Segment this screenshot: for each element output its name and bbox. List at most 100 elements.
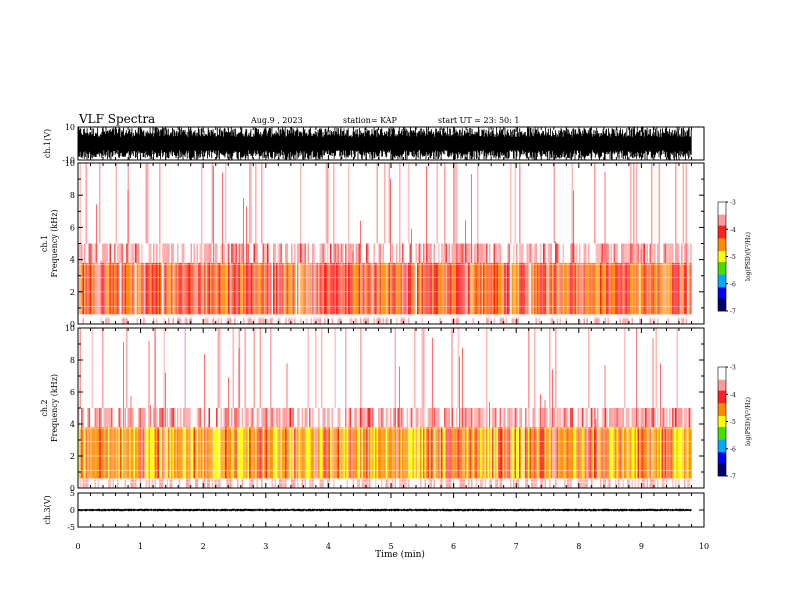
ch1-spectrogram-cell	[204, 317, 206, 324]
ch1-spectrogram-ylabel: ch.1	[40, 235, 49, 252]
ch2-spectrogram-cell	[661, 328, 664, 408]
ch1-spectrogram-cell	[333, 163, 335, 244]
ch1-spectrogram-cell	[244, 163, 247, 244]
ch2-spectrogram-cell	[100, 328, 103, 408]
ch2-spectrogram-cell	[598, 478, 601, 488]
ch2-spectrogram-cell	[555, 328, 557, 408]
ch1-spectrogram-cell	[102, 262, 104, 315]
ch2-spectrogram-cell	[325, 408, 328, 428]
ch1-spectrogram-cell	[378, 262, 380, 315]
ch2-spectrogram-cell	[420, 408, 422, 428]
ch2-spectrogram-cell	[160, 408, 163, 428]
ch2-spectrogram-sferic	[462, 347, 463, 428]
ch1-spectrogram-cell	[543, 317, 545, 324]
ch2-spectrogram-cell	[303, 478, 305, 488]
ch1-spectrogram-cell	[111, 317, 113, 324]
ch2-spectrogram-cell	[474, 427, 476, 479]
ch1-spectrogram-cell	[234, 262, 236, 315]
ch2-spectrogram-cell	[505, 478, 508, 488]
ch1-spectrogram-cell	[594, 262, 596, 315]
ch1-spectrogram-cell	[186, 262, 188, 315]
ch2-spectrogram-cell	[327, 427, 329, 479]
ch2-spectrogram-cell	[213, 328, 215, 408]
ch2-spectrogram-cell	[286, 478, 289, 488]
ch2-spectrogram-cell	[616, 328, 619, 408]
ch1-spectrogram-cell	[324, 317, 326, 324]
ch1-spectrogram-cell	[535, 163, 538, 244]
ch2-spectrogram-cell	[499, 328, 502, 408]
ch1-spectrogram-cell	[256, 243, 259, 263]
ch2-spectrogram-cell	[591, 478, 593, 488]
ch1-spectrogram-cell	[108, 317, 110, 324]
ch1-spectrogram-cell	[342, 163, 344, 244]
ch2-spectrogram-cell	[304, 328, 307, 408]
ch2-spectrogram-cell	[216, 328, 218, 408]
ch2-spectrogram-cell	[454, 427, 457, 479]
ch1-spectrogram-cell	[463, 317, 466, 324]
ch1-spectrogram-cell	[687, 317, 689, 324]
ch2-spectrogram-cell	[96, 427, 98, 479]
ch2-spectrogram-cell	[681, 408, 683, 428]
ch2-spectrogram-cell	[232, 328, 235, 408]
ch2-spectrogram-cell	[550, 328, 553, 408]
ch1-spectrogram-cell	[564, 163, 566, 244]
ch2-spectrogram-cell	[352, 427, 355, 479]
ch1-spectrogram-cell	[619, 262, 622, 315]
ch2-spectrogram-cell	[159, 328, 161, 408]
ch2-spectrogram-cell	[418, 328, 421, 408]
ch1-spectrogram-cell	[655, 262, 658, 315]
ch2-spectrogram-cell	[339, 408, 341, 428]
ch1-spectrogram-cell	[97, 243, 100, 263]
ch2-spectrogram-cell	[538, 408, 541, 428]
ch1-spectrogram-cell	[682, 317, 685, 324]
ch1-spectrogram-cell	[87, 317, 89, 324]
colorbar-cell	[718, 225, 726, 228]
ch1-spectrogram-cell	[451, 317, 454, 324]
ch2-spectrogram-cell	[187, 478, 190, 488]
ch1-spectrogram-cell	[423, 262, 425, 315]
ch2-spectrogram-cell	[178, 328, 181, 408]
ch1-spectrogram-cell	[264, 317, 266, 324]
ch2-spectrogram-cell	[100, 408, 103, 428]
ch2-spectrogram-cell	[142, 427, 145, 479]
ch1-spectrogram-cell	[498, 262, 500, 315]
ch1-spectrogram-cell	[514, 262, 517, 315]
ch2-spectrogram-cell	[183, 328, 185, 408]
ch1-spectrogram-cell	[292, 163, 295, 244]
ch2-spectrogram-cell	[367, 328, 370, 408]
ch2-spectrogram-cell	[399, 478, 401, 488]
ch2-spectrogram-cell	[357, 478, 359, 488]
ch1-spectrogram-sferic	[555, 240, 556, 263]
ch2-spectrogram-cell	[571, 427, 574, 479]
ch2-spectrogram-cell	[445, 328, 448, 408]
ch2-spectrogram-cell	[271, 328, 274, 408]
ch2-spectrogram-cell	[475, 427, 478, 479]
ch1-spectrogram-cell	[181, 243, 184, 263]
ch2-spectrogram-cell	[427, 478, 430, 488]
colorbar-cell	[718, 240, 726, 243]
ch1-spectrogram-cell	[520, 243, 523, 263]
ch2-spectrogram-cell	[175, 408, 178, 428]
ch1-spectrogram-cell	[547, 243, 550, 263]
ch1-spectrogram-cell	[576, 163, 578, 244]
ch2-spectrogram-cell	[103, 408, 106, 428]
ch2-spectrogram-cell	[103, 427, 106, 479]
ch1-spectrogram-cell	[348, 317, 350, 324]
ch1-spectrogram-cell	[207, 163, 209, 244]
colorbar-cell	[718, 251, 726, 254]
ch1-spectrogram-cell	[253, 262, 256, 315]
ch2-spectrogram-cell	[631, 408, 634, 428]
ch2-spectrogram-cell	[240, 328, 242, 408]
ch1-spectrogram-cell	[331, 262, 334, 315]
ch2-spectrogram-cell	[96, 478, 98, 488]
ch1-spectrogram-cell	[612, 163, 614, 244]
ch2-spectrogram-cell	[321, 408, 323, 428]
ch1-spectrogram-cell	[90, 262, 92, 315]
ch1-spectrogram-cell	[472, 163, 475, 244]
ch1-spectrogram-cell	[466, 243, 469, 263]
ch2-spectrogram-cell	[225, 478, 227, 488]
ch1-spectrogram-cell	[193, 243, 196, 263]
ch2-spectrogram-cell	[139, 328, 142, 408]
ch1-spectrogram-cell	[649, 317, 652, 324]
ch1-spectrogram-cell	[151, 262, 154, 315]
